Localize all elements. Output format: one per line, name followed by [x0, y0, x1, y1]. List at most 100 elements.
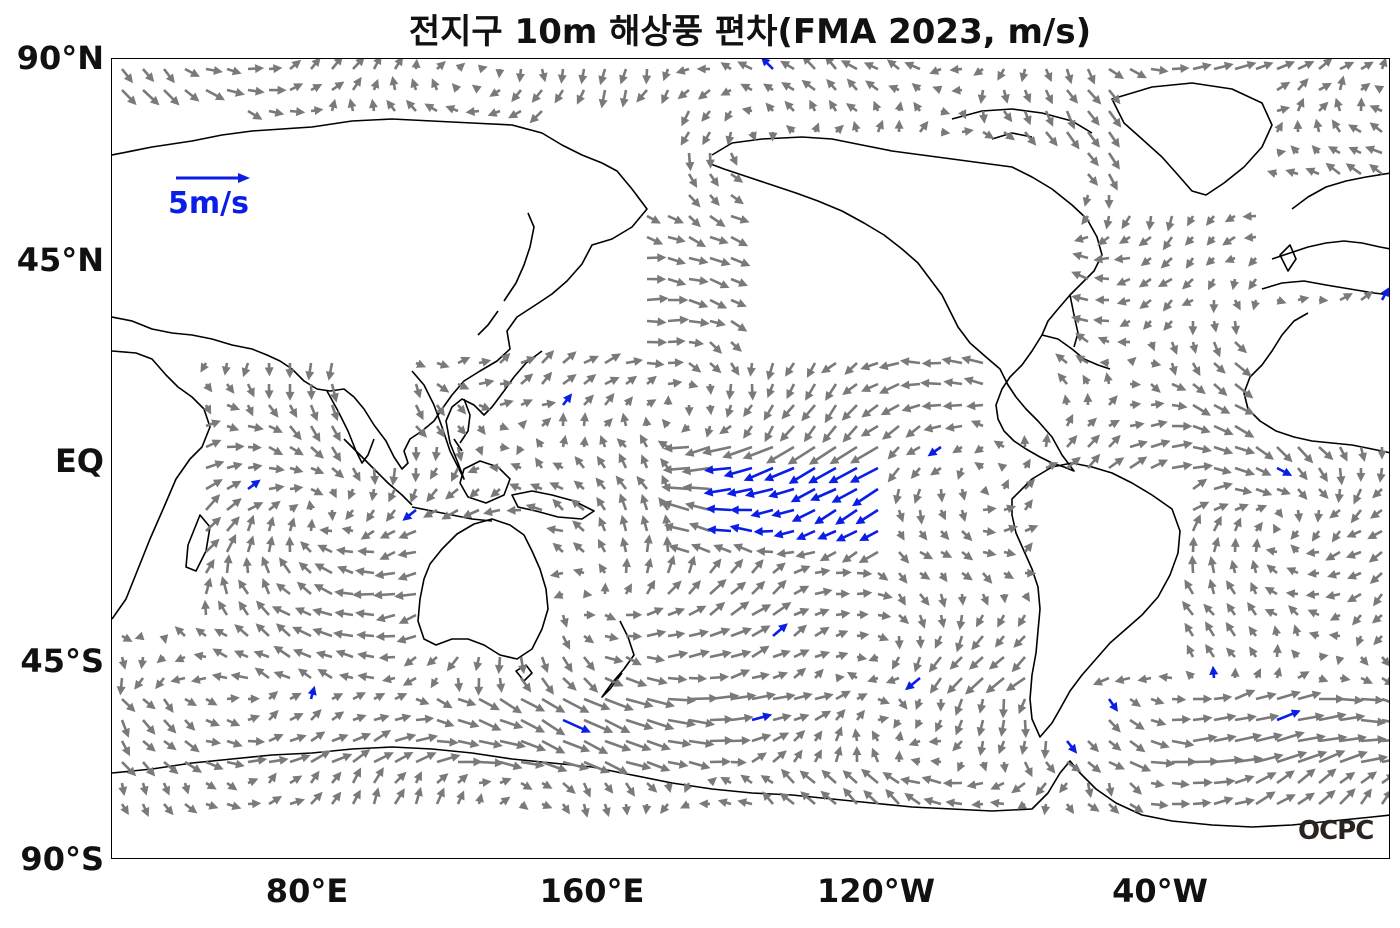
wind-vector-head [1027, 568, 1037, 578]
wind-vector-head [1119, 318, 1130, 327]
wind-vector-head [739, 601, 750, 611]
wind-vector-head [1329, 612, 1340, 621]
lon-label-160e: 160°E [539, 872, 645, 910]
wind-vector-head [1381, 656, 1389, 667]
wind-vector-head [921, 401, 931, 411]
wind-vector-head [1197, 478, 1208, 488]
wind-vector-head [1071, 293, 1081, 303]
wind-vector-head [687, 555, 697, 566]
wind-vector-head [611, 353, 622, 362]
wind-vector-head [835, 673, 845, 683]
wind-vector-head [720, 257, 731, 267]
wind-vector-head [732, 342, 742, 352]
wind-vector-head [1222, 466, 1232, 475]
wind-vector-head [707, 777, 717, 787]
wind-vector-head [1139, 300, 1150, 309]
wind-vector-head [878, 361, 889, 371]
wind-vector-head [1048, 462, 1059, 471]
wind-vector-head [1025, 478, 1036, 489]
wind-vector-head [1356, 472, 1366, 482]
wind-vector-head [740, 669, 751, 678]
wind-vector-head [227, 781, 238, 791]
wind-vector [792, 466, 816, 483]
wind-vector-head [994, 637, 1004, 648]
wind-vector-head [1280, 81, 1291, 91]
wind-vector-head [310, 411, 319, 422]
coast-philippines [453, 398, 471, 452]
wind-vector-head [234, 650, 245, 659]
wind-vector-head [726, 488, 737, 497]
wind-vector-head [1229, 559, 1239, 570]
wind-vector-head [1339, 451, 1348, 462]
wind-vector-head [620, 724, 631, 733]
wind-vector-head [566, 784, 576, 794]
wind-vector-head [682, 483, 692, 493]
wind-vector-head [1331, 532, 1341, 543]
wind-vector-head [852, 728, 861, 738]
wind-vector-head [375, 767, 384, 778]
wind-vector-head [1131, 400, 1142, 410]
wind-vector-head [684, 407, 694, 417]
wind-vector-head [1111, 159, 1120, 170]
wind-vector-head [230, 516, 240, 526]
wind-vector-head [1245, 467, 1256, 477]
wind-vector-head [865, 80, 875, 90]
wind-vector-head [717, 798, 728, 807]
wind-vector-head [1134, 721, 1145, 730]
wind-vector-head [164, 703, 174, 713]
wind-vector-head [335, 649, 346, 658]
wind-vector-head [806, 367, 816, 378]
wind-vector-head [998, 727, 1008, 737]
wind-vector-head [1155, 400, 1165, 409]
wind-vector-head [917, 618, 927, 629]
wind-vector-head [928, 662, 938, 673]
wind-vector-head [826, 78, 836, 89]
wind-vector-head [1178, 401, 1188, 411]
wind-vector-head [1226, 777, 1236, 787]
wind-vector-head [663, 443, 673, 453]
wind-vector [1381, 697, 1389, 703]
wind-vector-head [720, 62, 731, 71]
wind-vector-head [1285, 589, 1296, 599]
wind-vector-head [212, 648, 223, 657]
wind-vector-head [192, 764, 203, 773]
wind-vector-head [1230, 537, 1240, 547]
wind-vector-head [287, 517, 296, 528]
wind-vector-head [900, 553, 910, 564]
wind-vector-head [1023, 115, 1032, 126]
wind-vector-head [779, 792, 790, 802]
wind-vector-head [803, 691, 813, 701]
wind-vector-head [676, 256, 686, 266]
wind-vector-head [554, 93, 564, 104]
wind-vector-head [905, 428, 916, 438]
wind-vector-head [459, 381, 470, 390]
wind-vector-head [1188, 757, 1198, 767]
wind-vector-head [475, 445, 484, 456]
wind-vector-head [252, 111, 263, 120]
wind-vector-head [622, 557, 631, 568]
wind-vector-head [456, 404, 467, 415]
wind-vector-head [155, 679, 165, 690]
wind-vector-head [1160, 259, 1171, 269]
wind-vector-head [979, 761, 988, 772]
wind-vector-head [1244, 429, 1255, 438]
wind-vector-head [1042, 433, 1051, 443]
wind-vector-head [185, 721, 196, 731]
wind-vector-head [402, 511, 413, 521]
wind-vector-head [602, 807, 611, 817]
wind-vector-head [1319, 472, 1328, 483]
wind-vector-head [238, 600, 248, 611]
wind-vector-head [146, 725, 156, 735]
wind-vector-head [292, 648, 303, 658]
wind-vector-head [824, 413, 834, 424]
wind-vector-head [1348, 146, 1359, 155]
wind-vector-head [1151, 358, 1162, 368]
wind-vector-head [313, 487, 324, 496]
wind-vector-head [300, 753, 311, 763]
wind-vector-head [1223, 61, 1234, 71]
wind-vector-head [357, 651, 367, 660]
wind-vector-head [676, 235, 686, 244]
wind-vector-head [852, 120, 861, 131]
wind-vector-head [1071, 271, 1082, 280]
wind-vector-head [598, 516, 607, 527]
